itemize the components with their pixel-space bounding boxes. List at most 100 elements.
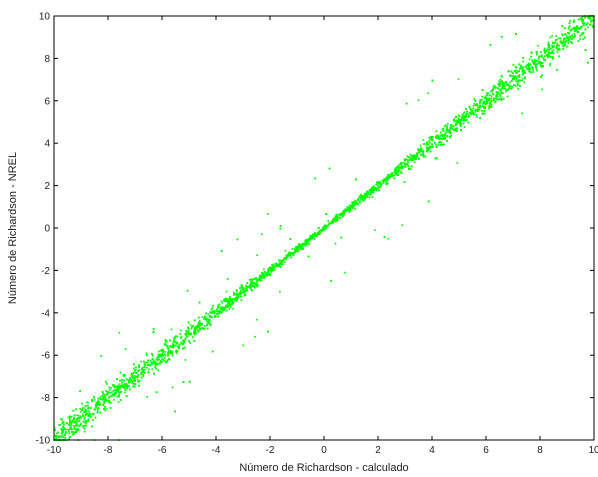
scatter-point: [162, 354, 165, 356]
scatter-point: [584, 16, 586, 19]
scatter-point: [73, 431, 75, 434]
scatter-point: [499, 83, 502, 85]
scatter-point: [332, 217, 335, 220]
scatter-point: [436, 135, 439, 138]
scatter-point: [449, 131, 452, 133]
scatter-point: [410, 165, 413, 168]
scatter-point: [528, 66, 530, 68]
scatter-point: [217, 304, 219, 307]
scatter-point: [320, 230, 323, 232]
scatter-point: [211, 307, 214, 309]
scatter-point: [569, 19, 571, 22]
scatter-point: [133, 376, 136, 379]
scatter-point: [521, 66, 524, 69]
scatter-point: [103, 394, 106, 396]
scatter-point: [369, 193, 372, 196]
scatter-point: [402, 165, 404, 168]
scatter-point: [80, 416, 82, 419]
scatter-point: [361, 195, 364, 197]
scatter-point: [279, 225, 282, 227]
scatter-point: [176, 350, 179, 352]
scatter-point: [108, 396, 110, 399]
scatter-point: [87, 415, 90, 418]
scatter-point: [143, 368, 146, 371]
scatter-point: [397, 171, 399, 174]
scatter-point: [401, 224, 404, 227]
scatter-point: [232, 301, 235, 304]
scatter-point: [79, 424, 82, 426]
scatter-point: [104, 409, 107, 412]
scatter-point: [125, 395, 128, 397]
scatter-point: [400, 164, 403, 167]
scatter-point: [207, 318, 210, 321]
scatter-point: [132, 382, 135, 385]
scatter-point: [204, 325, 206, 327]
scatter-point: [359, 201, 361, 204]
scatter-point: [69, 421, 71, 423]
scatter-point: [459, 125, 462, 128]
scatter-point: [440, 141, 443, 144]
scatter-point: [161, 350, 163, 353]
scatter-point: [87, 401, 89, 404]
scatter-point: [298, 246, 300, 249]
scatter-point: [246, 287, 249, 289]
scatter-point: [551, 57, 554, 60]
scatter-point: [393, 177, 396, 180]
scatter-point: [380, 183, 383, 186]
scatter-point: [254, 335, 256, 338]
scatter-point: [461, 117, 463, 120]
scatter-point: [119, 399, 122, 401]
scatter-point: [69, 415, 72, 418]
scatter-point: [505, 81, 507, 84]
scatter-point: [342, 211, 344, 214]
scatter-point: [468, 105, 471, 108]
scatter-point: [342, 213, 344, 216]
scatter-point: [528, 68, 531, 71]
scatter-point: [569, 37, 572, 40]
scatter-point: [497, 83, 500, 85]
scatter-point: [87, 413, 90, 415]
scatter-point: [66, 428, 69, 431]
scatter-point: [91, 398, 93, 401]
scatter-point: [193, 329, 196, 332]
scatter-point: [118, 391, 121, 394]
scatter-point: [556, 38, 558, 41]
scatter-point: [154, 361, 157, 364]
scatter-point: [62, 436, 65, 439]
scatter-point: [497, 98, 499, 101]
scatter-point: [250, 285, 252, 288]
scatter-point: [417, 148, 419, 151]
scatter-point: [71, 420, 73, 423]
scatter-point: [408, 159, 411, 161]
scatter-point: [127, 385, 130, 387]
scatter-point: [355, 200, 358, 203]
scatter-point: [112, 394, 115, 397]
scatter-point: [348, 207, 350, 210]
scatter-point: [254, 277, 257, 279]
scatter-point: [173, 344, 176, 347]
scatter-point: [519, 84, 521, 87]
scatter-point: [558, 48, 560, 50]
scatter-point: [289, 251, 292, 254]
scatter-point: [591, 19, 593, 22]
scatter-point: [75, 430, 77, 433]
scatter-point: [427, 200, 430, 203]
scatter-point: [241, 288, 244, 290]
scatter-point: [387, 177, 389, 180]
scatter-point: [502, 92, 504, 95]
scatter-point: [231, 300, 234, 302]
scatter-point: [198, 301, 201, 304]
scatter-point: [96, 411, 99, 414]
scatter-point: [492, 99, 495, 101]
scatter-point: [526, 67, 528, 70]
scatter-point: [137, 380, 140, 383]
scatter-point: [163, 356, 166, 359]
scatter-point: [465, 114, 467, 117]
scatter-point: [238, 293, 241, 295]
scatter-point: [206, 327, 209, 330]
scatter-point: [522, 66, 525, 69]
scatter-point: [436, 134, 439, 137]
scatter-point: [91, 400, 93, 402]
scatter-point: [309, 235, 312, 238]
scatter-point: [499, 93, 502, 96]
